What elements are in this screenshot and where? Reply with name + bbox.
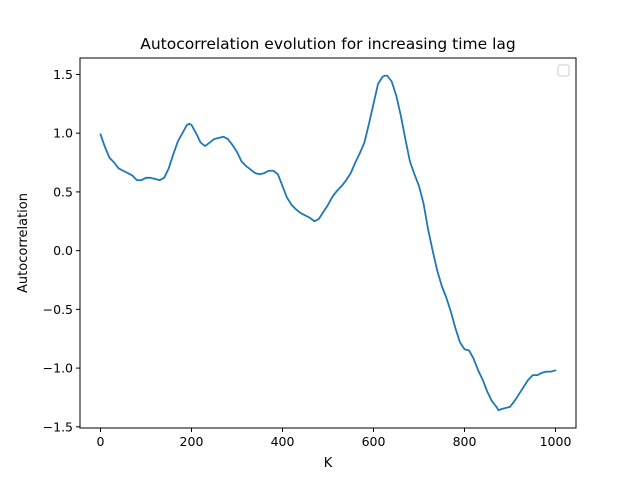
y-tick-label: 0.0	[53, 243, 73, 258]
y-tick-label: 1.5	[53, 67, 73, 82]
y-tick-label: 0.5	[53, 184, 73, 199]
y-tick-label: −1.5	[43, 419, 73, 434]
legend-box	[557, 64, 570, 77]
data-layer	[99, 74, 557, 412]
chart-title: Autocorrelation evolution for increasing…	[140, 35, 516, 53]
x-tick-label: 1000	[540, 434, 572, 449]
y-tick-label: 1.0	[53, 126, 73, 141]
plot-area	[80, 58, 576, 428]
x-tick-label: 200	[180, 434, 204, 449]
y-tick-label: −1.0	[43, 361, 73, 376]
y-axis-ticks: −1.5 −1.0 −0.5 0.0 0.5 1.0 1.5	[43, 67, 80, 434]
y-tick-label: −0.5	[43, 302, 73, 317]
series-line-0	[99, 74, 557, 412]
x-tick-label: 600	[362, 434, 386, 449]
x-tick-label: 800	[453, 434, 477, 449]
x-axis-label: K	[324, 456, 333, 471]
plot-frame	[79, 57, 577, 429]
x-tick-label: 0	[97, 434, 105, 449]
x-axis-ticks: 0 200 400 600 800 1000	[97, 428, 572, 449]
x-tick-label: 400	[271, 434, 295, 449]
y-axis-label: Autocorrelation	[16, 193, 31, 293]
